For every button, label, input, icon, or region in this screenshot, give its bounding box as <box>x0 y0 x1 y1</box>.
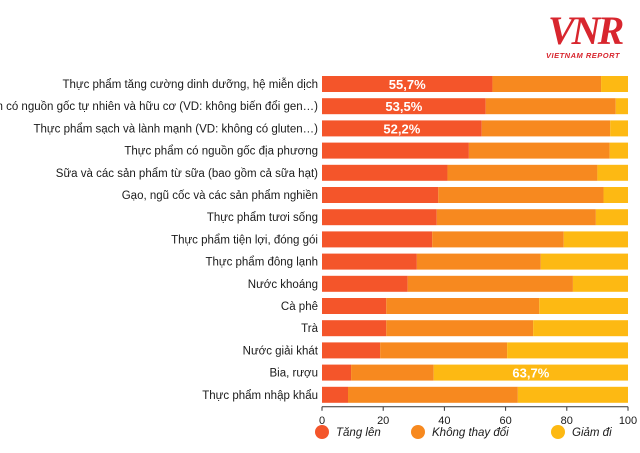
bar-segment <box>615 98 628 115</box>
bar-segment <box>322 209 437 226</box>
x-tick-label: 40 <box>438 415 450 427</box>
bar-segment <box>322 120 482 137</box>
bar-segment <box>481 120 611 137</box>
bar-segment <box>322 364 352 381</box>
bar-segment <box>517 386 628 403</box>
bar-segment <box>416 253 541 270</box>
bar-segment <box>322 142 469 159</box>
legend: Tăng lên Không thay đổi Giảm đi <box>315 425 612 439</box>
data-label: 53,5% <box>385 99 422 114</box>
logo-text: VIETNAM REPORT <box>546 51 621 60</box>
bar-segment <box>533 320 628 337</box>
category-label: Trà <box>301 323 318 335</box>
bar-segment <box>322 253 417 270</box>
bar-segment <box>597 164 628 181</box>
category-labels: Thực phẩm tăng cường dinh dưỡng, hệ miễn… <box>0 78 319 402</box>
legend-label: Giảm đi <box>572 427 612 439</box>
legend-swatch <box>551 425 565 439</box>
bar-segment <box>539 298 628 314</box>
x-tick-label: 80 <box>561 415 573 427</box>
category-label: Sữa và các sản phẩm từ sữa (bao gồm cả s… <box>56 168 318 180</box>
bar-segment <box>407 275 573 292</box>
bar-segment <box>351 364 434 381</box>
bar-segment <box>447 164 598 181</box>
bar-segment <box>438 187 604 203</box>
bar-segment <box>322 231 433 248</box>
legend-label: Không thay đổi <box>432 427 509 439</box>
bar-segment <box>603 187 628 203</box>
bar-segment <box>322 76 493 92</box>
bar-segment <box>322 320 387 337</box>
legend-swatch <box>411 425 425 439</box>
bar-segment <box>468 142 610 159</box>
legend-label: Tăng lên <box>336 427 381 439</box>
x-tick-label: 100 <box>619 415 637 427</box>
bar-segment <box>609 142 628 159</box>
category-label: Gạo, ngũ cốc và các sản phẩm nghiền <box>122 190 318 202</box>
category-label: Thực phẩm đông lạnh <box>205 257 318 269</box>
data-label: 63,7% <box>512 366 549 381</box>
bar-segment <box>380 342 508 359</box>
bar-segment <box>386 320 534 337</box>
category-label: Thực phẩm sạch và lành mạnh (VD: không c… <box>34 123 319 135</box>
bar-segment <box>485 98 616 115</box>
legend-swatch <box>315 425 329 439</box>
bar-segment <box>322 275 408 292</box>
category-label: Bia, rượu <box>270 368 318 380</box>
bar-segment <box>436 209 596 226</box>
bar-segment <box>610 120 628 137</box>
bar-segment <box>322 187 439 203</box>
x-tick-label: 0 <box>319 415 325 427</box>
data-label: 55,7% <box>389 77 426 92</box>
bar-segment <box>601 76 628 92</box>
category-label: Nước khoáng <box>248 279 318 291</box>
logo-mark: VNR <box>548 8 624 53</box>
bar-segment <box>540 253 628 270</box>
bar-segment <box>492 76 602 92</box>
bar-segment <box>563 231 628 248</box>
bar-segment <box>322 386 349 403</box>
x-tick-label: 20 <box>377 415 389 427</box>
bar-segment <box>322 342 381 359</box>
category-label: Thực phẩm tiện lợi, đóng gói <box>171 234 318 246</box>
bar-segment <box>595 209 628 226</box>
bar-segment <box>432 231 564 248</box>
bars <box>322 76 628 403</box>
category-label: Thực phẩm nhập khẩu <box>202 390 318 402</box>
bar-segment <box>507 342 628 359</box>
bar-segment <box>433 364 628 381</box>
data-labels: 55,7% 53,5% 52,2% 63,7% <box>383 77 549 381</box>
category-label: Thực phẩm tăng cường dinh dưỡng, hệ miễn… <box>62 78 318 91</box>
category-label: Thực phẩm có nguồn gốc tự nhiên và hữu c… <box>0 101 318 113</box>
bar-segment <box>322 298 387 314</box>
bar-segment <box>348 386 518 403</box>
bar-segment <box>386 298 540 314</box>
category-label: Cà phê <box>281 301 318 313</box>
bar-segment <box>572 275 628 292</box>
logo: VNR VIETNAM REPORT <box>546 8 627 60</box>
category-label: Thực phẩm có nguồn gốc địa phương <box>124 146 318 158</box>
bar-segment <box>322 164 448 181</box>
x-tick-label: 60 <box>499 415 511 427</box>
x-axis: 0 20 40 60 80 100 <box>319 406 637 427</box>
category-label: Nước giải khát <box>243 345 319 357</box>
bar-segment <box>322 98 486 115</box>
data-label: 52,2% <box>383 121 420 136</box>
category-label: Thực phẩm tươi sống <box>207 212 318 224</box>
